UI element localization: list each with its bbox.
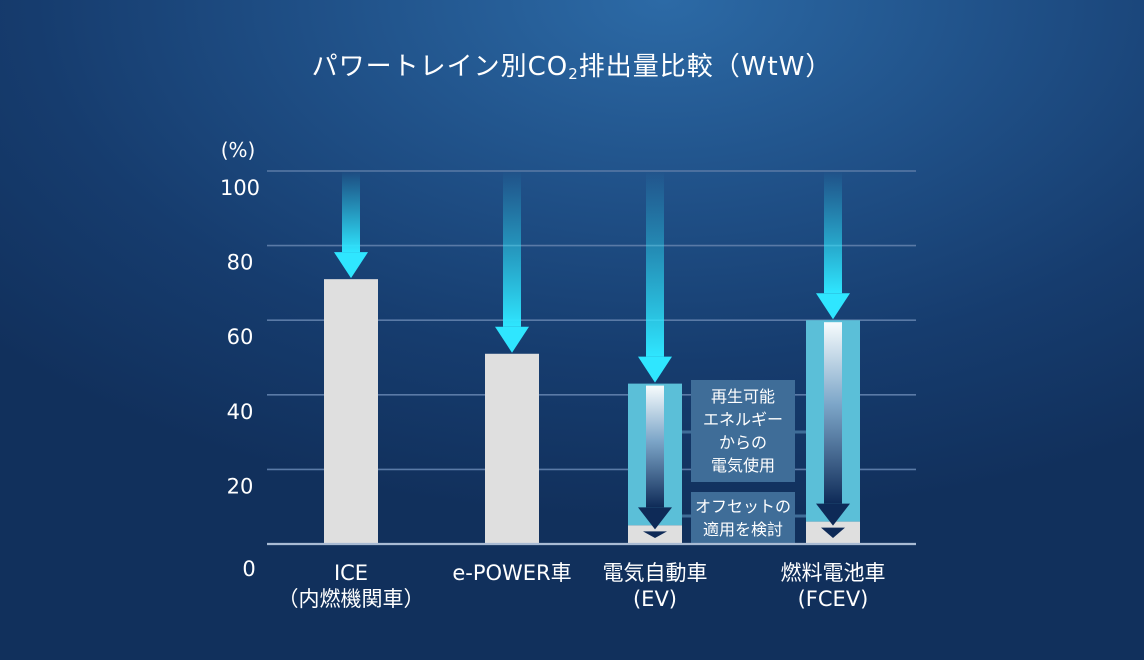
reduction-arrow-head	[816, 503, 850, 526]
x-category-label: (EV)	[633, 587, 677, 611]
offset-arrow-head	[821, 527, 845, 538]
arrows	[334, 171, 850, 538]
renewable-note-line: エネルギー	[703, 410, 783, 429]
renewable-note-line: 再生可能	[711, 387, 775, 406]
renewable-note-line: 電気使用	[711, 456, 775, 475]
reduction-arrow-shaft	[824, 322, 842, 504]
y-tick-label: 40	[227, 400, 254, 424]
x-category-label: 燃料電池車	[781, 561, 886, 585]
bar	[324, 279, 378, 544]
x-category-label: ICE	[334, 561, 368, 585]
arrow-shaft	[824, 171, 842, 294]
chart-title: パワートレイン別CO2排出量比較（WtW）	[0, 46, 1144, 83]
y-tick-label: 100	[220, 176, 260, 200]
offset-note-line: 適用を検討	[703, 520, 783, 539]
arrow-shaft	[646, 171, 664, 357]
offset-note-line: オフセットの	[695, 497, 791, 516]
renewable-note-box	[691, 380, 795, 482]
x-axis: ICE（内燃機関車） e-POWER車 電気自動車(EV) 燃料電池車(FCEV)	[267, 542, 916, 611]
arrow-shaft	[503, 171, 521, 327]
y-axis: (%) 0 20 40 60 80 100	[220, 138, 260, 581]
arrow-head	[334, 252, 368, 279]
arrow-head	[495, 326, 529, 353]
reduction-arrow-shaft	[646, 385, 664, 508]
chart-title-suffix: 排出量比較（WtW）	[578, 52, 833, 82]
y-tick-label: 80	[227, 251, 254, 275]
y-tick-label: 0	[242, 557, 255, 581]
x-category-label: (FCEV)	[798, 587, 869, 611]
y-tick-label: 20	[227, 474, 254, 498]
renewable-note-line: からの	[719, 433, 767, 452]
x-category-label: 電気自動車	[603, 561, 708, 585]
x-category-label: （内燃機関車）	[278, 587, 425, 611]
y-axis-unit: (%)	[221, 138, 256, 162]
offset-note-box	[691, 492, 795, 544]
offset-arrow-head	[643, 531, 667, 538]
arrow-shaft	[342, 171, 360, 253]
reduction-arrow-head	[638, 507, 672, 530]
chart-title-main: パワートレイン別CO	[311, 52, 569, 82]
arrow-head	[638, 356, 672, 383]
chart-title-subscript: 2	[568, 65, 579, 83]
y-tick-label: 60	[227, 325, 254, 349]
arrow-head	[816, 293, 850, 320]
x-category-label: e-POWER車	[452, 561, 571, 585]
bar	[485, 353, 539, 544]
